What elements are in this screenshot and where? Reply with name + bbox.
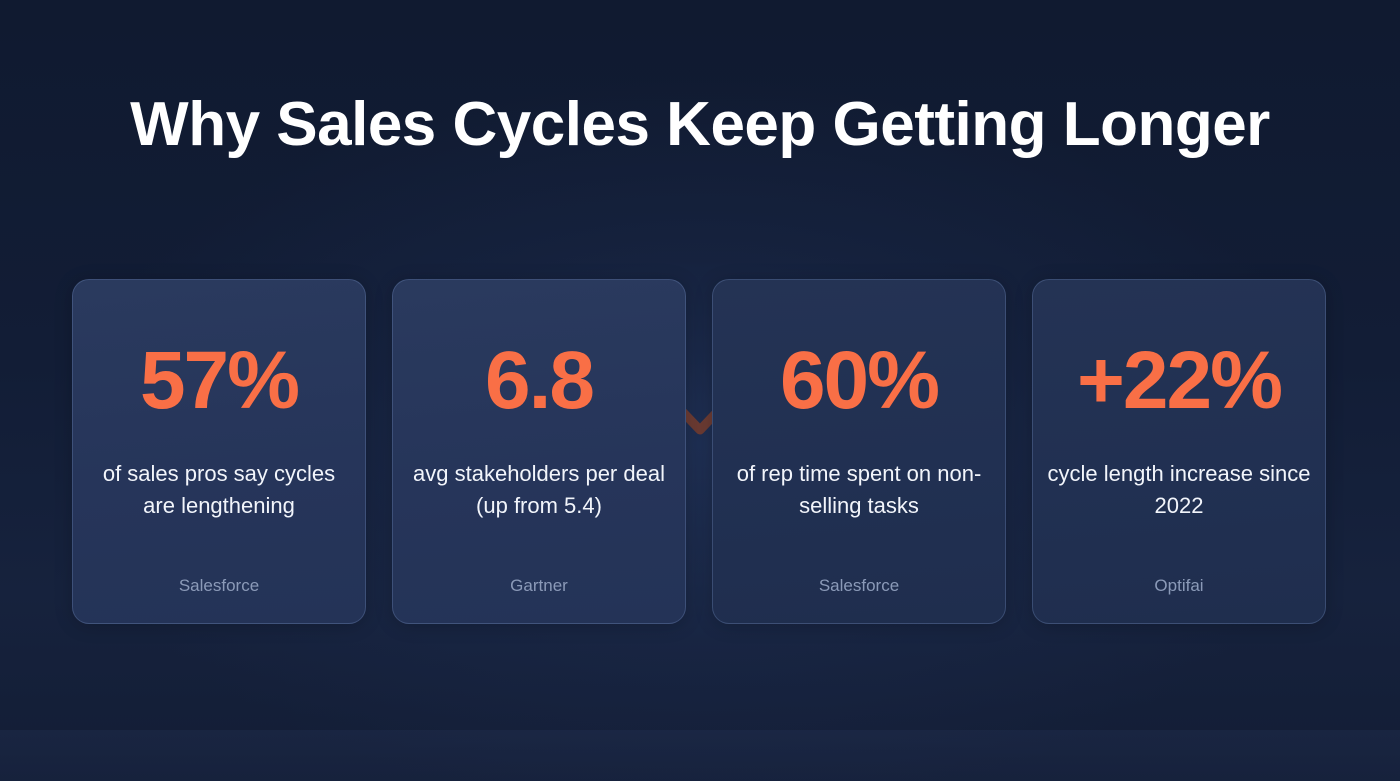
stat-source: Salesforce [178, 576, 260, 595]
stat-value: 60% [779, 335, 940, 426]
stat-description: avg stakeholders per deal (up from 5.4) [413, 461, 665, 518]
stat-card-3[interactable]: 60% of rep time spent on non-selling tas… [712, 279, 1006, 624]
stat-card-1[interactable]: 57% of sales pros say cycles are lengthe… [72, 279, 366, 624]
stat-source: Salesforce [818, 576, 900, 595]
page-title: Why Sales Cycles Keep Getting Longer [130, 90, 1270, 159]
stat-description: of sales pros say cycles are lengthening [102, 461, 336, 518]
stat-value: +22% [1076, 335, 1283, 426]
stat-card-2[interactable]: 6.8 avg stakeholders per deal (up from 5… [392, 279, 686, 624]
stat-description: cycle length increase since 2022 [1047, 461, 1311, 518]
stats-card-row: 57% of sales pros say cycles are lengthe… [72, 279, 1328, 624]
stat-value: 57% [139, 335, 300, 426]
stat-description: of rep time spent on non-selling tasks [736, 461, 982, 518]
stat-source: Optifai [1154, 576, 1204, 595]
stat-card-4[interactable]: +22% cycle length increase since 2022 Op… [1032, 279, 1326, 624]
stat-source: Gartner [510, 576, 568, 595]
stat-value: 6.8 [485, 335, 595, 426]
background-bottom-band [0, 730, 1400, 781]
